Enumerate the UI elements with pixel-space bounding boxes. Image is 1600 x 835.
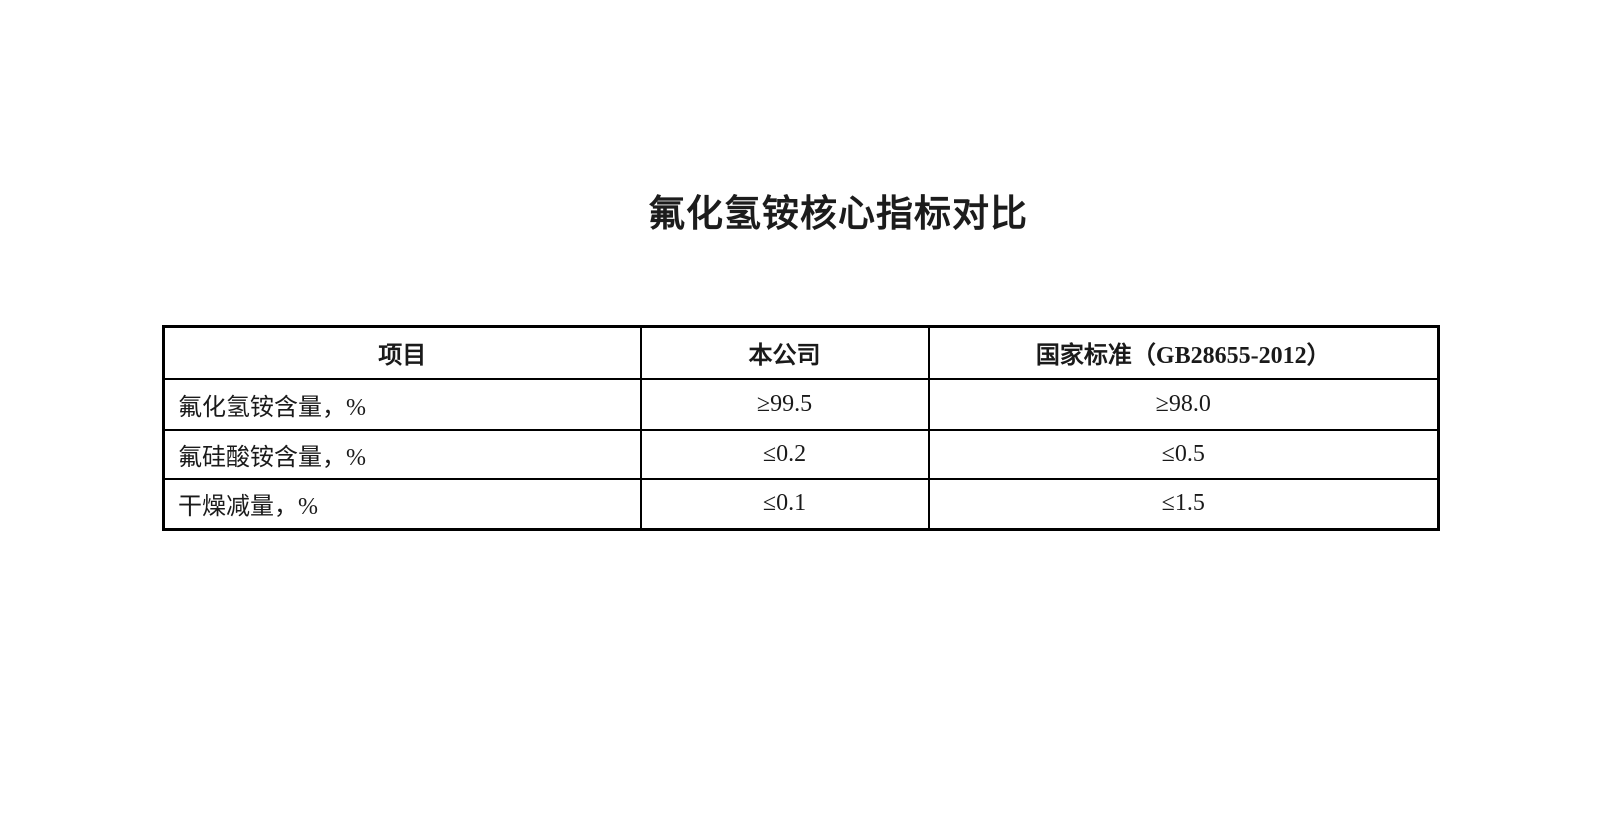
table-cell-item: 氟化氢铵含量，% <box>162 377 642 431</box>
table-header-national-standard: 国家标准（GB28655-2012） <box>927 325 1440 380</box>
table-header-item: 项目 <box>162 325 642 380</box>
table-cell-item: 氟硅酸铵含量，% <box>162 428 642 480</box>
table-header-company: 本公司 <box>639 325 930 380</box>
table-cell-company-value: ≤0.1 <box>639 477 930 531</box>
table-row: 氟硅酸铵含量，% ≤0.2 ≤0.5 <box>162 428 1440 480</box>
spec-comparison-table: 项目 本公司 国家标准（GB28655-2012） 氟化氢铵含量，% ≥99.5… <box>162 325 1440 531</box>
document-title: 氟化氢铵核心指标对比 <box>648 194 1028 235</box>
table-cell-standard-value: ≤1.5 <box>927 477 1440 531</box>
table-cell-company-value: ≤0.2 <box>639 428 930 480</box>
table-cell-standard-value: ≥98.0 <box>927 377 1440 431</box>
table-cell-standard-value: ≤0.5 <box>927 428 1440 480</box>
table-row: 干燥减量，% ≤0.1 ≤1.5 <box>162 477 1440 531</box>
table-header-row: 项目 本公司 国家标准（GB28655-2012） <box>162 325 1440 380</box>
table-cell-company-value: ≥99.5 <box>639 377 930 431</box>
table-cell-item: 干燥减量，% <box>162 477 642 531</box>
table-row: 氟化氢铵含量，% ≥99.5 ≥98.0 <box>162 377 1440 431</box>
